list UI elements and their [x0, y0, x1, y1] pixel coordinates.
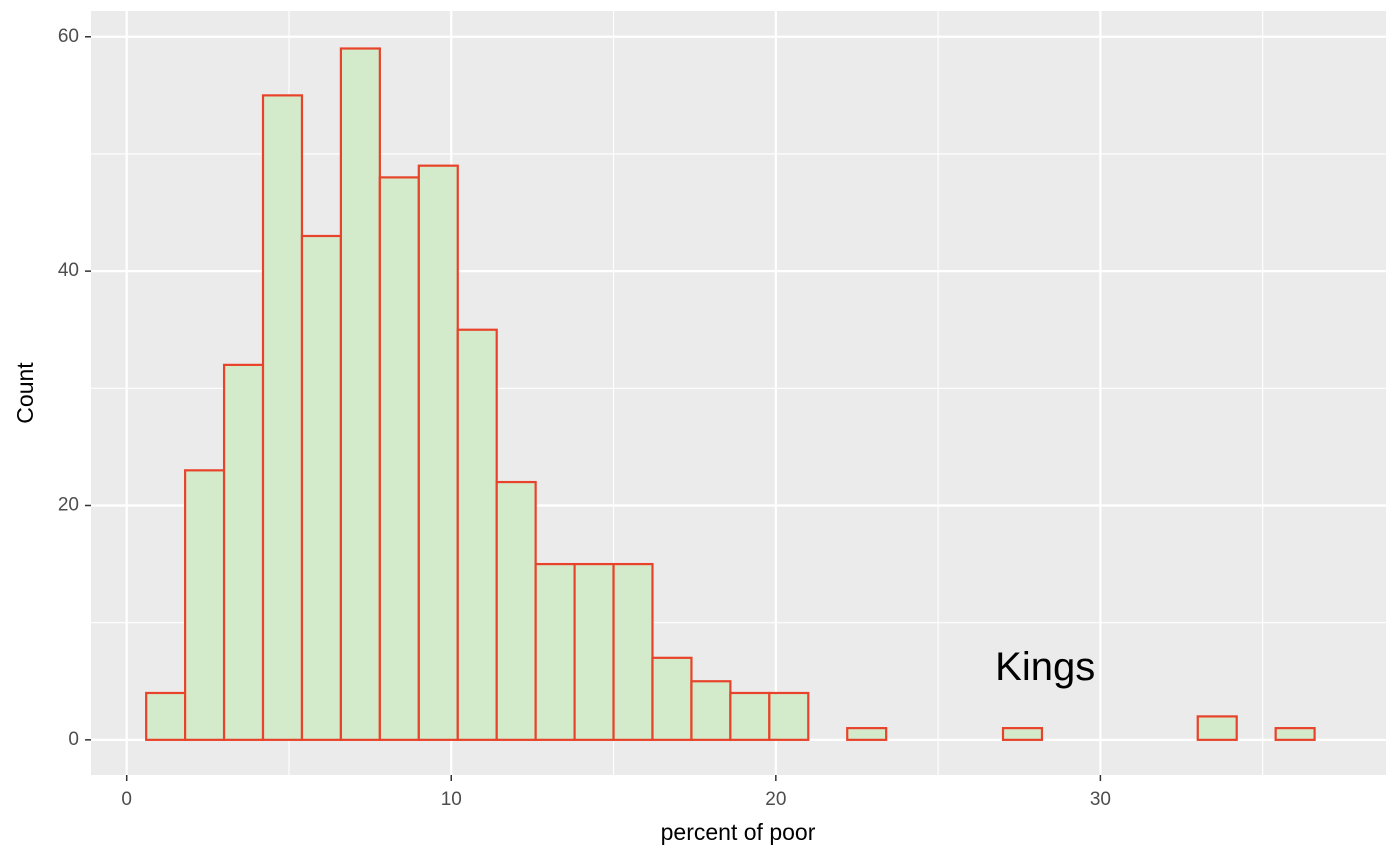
histogram-bar: [184, 469, 226, 741]
histogram-bar: [729, 691, 771, 741]
x-tick-label: 0: [121, 789, 132, 810]
histogram-bar: [1001, 727, 1044, 741]
histogram-bar: [612, 562, 654, 741]
histogram-bar: [1274, 727, 1316, 741]
histogram-bar: [768, 691, 810, 741]
y-axis-title: Count: [12, 362, 38, 424]
histogram-bar: [573, 562, 615, 741]
x-axis-title: percent of poor: [661, 819, 816, 845]
y-tick-label: 0: [68, 729, 79, 750]
histogram-bar: [417, 164, 459, 741]
histogram-bars: [145, 47, 1316, 741]
major-gridlines: [91, 11, 1386, 775]
histogram-bar: [339, 47, 381, 741]
histogram-bar: [495, 480, 537, 741]
x-axis: 0 10 20 30: [121, 775, 1111, 810]
x-tick-label: 30: [1090, 789, 1111, 810]
y-tick-label: 20: [58, 495, 79, 516]
y-axis: 0 20 40 60: [58, 26, 91, 750]
annotations: Kings: [995, 645, 1095, 689]
x-tick-label: 10: [441, 789, 462, 810]
histogram-bar: [456, 328, 498, 741]
histogram-bar: [300, 234, 343, 741]
histogram-bar: [846, 727, 888, 741]
y-tick-label: 60: [58, 26, 79, 47]
histogram-bar: [1196, 715, 1238, 741]
histogram-bar: [690, 680, 732, 741]
histogram-bar: [378, 176, 420, 741]
histogram-bar: [534, 562, 576, 741]
y-tick-label: 40: [58, 260, 79, 281]
histogram-bar: [651, 656, 693, 741]
annotation-label: Kings: [995, 645, 1095, 689]
histogram-bar: [261, 94, 304, 741]
histogram-bar: [222, 363, 265, 741]
histogram-bar: [145, 691, 187, 741]
x-tick-label: 20: [765, 789, 786, 810]
